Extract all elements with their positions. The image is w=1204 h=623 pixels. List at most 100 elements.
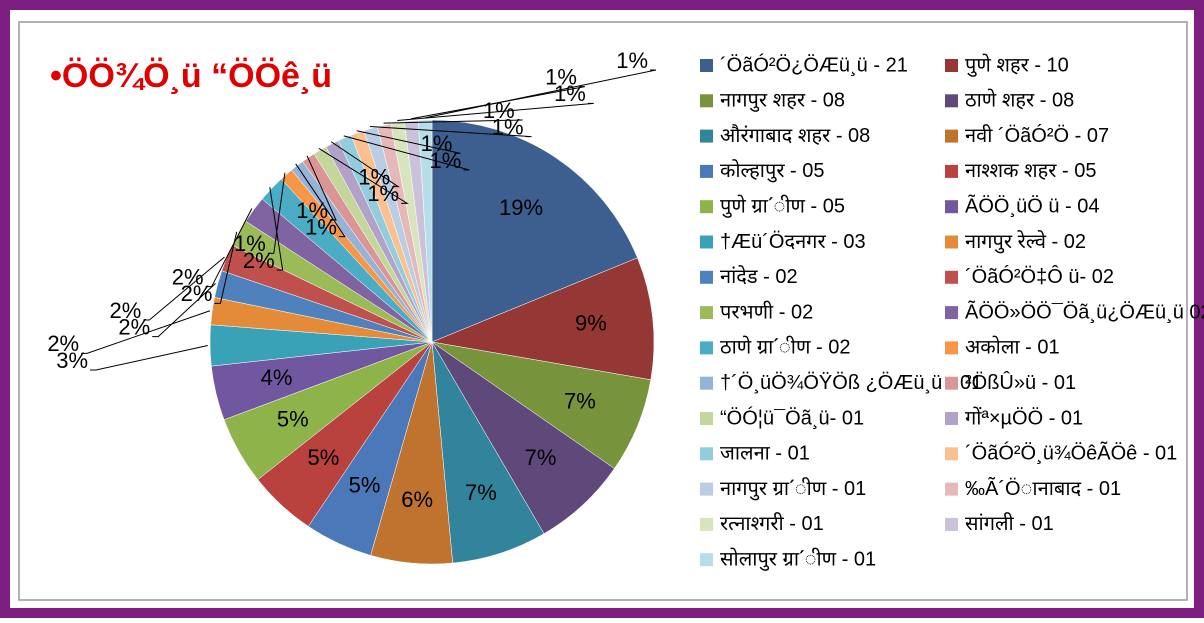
- leader-line: [205, 208, 253, 288]
- data-label: 1%: [421, 131, 453, 156]
- data-label: 7%: [465, 480, 497, 505]
- leader-line: [318, 147, 409, 204]
- leader-line: [306, 155, 337, 221]
- data-label: 1%: [296, 198, 328, 223]
- leader-line: [343, 135, 470, 171]
- data-label: 1%: [358, 164, 390, 189]
- legend-label: “ÖÓ¦ü¯Öã¸ü- 01: [720, 406, 864, 429]
- data-label: 7%: [525, 445, 557, 470]
- data-label: 2%: [181, 281, 213, 306]
- data-label: 2%: [47, 331, 79, 356]
- legend-swatch: [945, 447, 958, 461]
- legend-label: ´ÖãÓ²Ö¿ÖÆü¸ü - 21: [720, 53, 908, 76]
- data-label: 1%: [492, 114, 524, 139]
- legend-label: सोलापुर ग्रा´ीण - 01: [720, 547, 876, 571]
- data-label: 1%: [305, 214, 337, 239]
- legend-swatch: [945, 306, 958, 320]
- legend-label: ठाणे शहर - 08: [965, 89, 1074, 112]
- leader-line: [295, 163, 346, 238]
- legend-swatch: [945, 270, 958, 284]
- leader-line: [356, 130, 461, 154]
- legend-label: नागपुर ग्रा´ीण - 01: [720, 477, 866, 501]
- leader-line: [383, 119, 523, 124]
- legend-swatch: [700, 412, 713, 425]
- legend-swatch: [945, 129, 958, 143]
- leader-line: [424, 69, 657, 119]
- leader-line: [370, 126, 532, 138]
- data-label: 1%: [234, 231, 266, 256]
- data-label: 5%: [277, 406, 309, 431]
- legend-label: पुणे शहर - 10: [965, 53, 1069, 77]
- data-label: 6%: [401, 487, 433, 512]
- legend-swatch: [700, 200, 713, 214]
- legend-swatch: [945, 482, 958, 496]
- pie-slice: [417, 119, 433, 343]
- chart-title: •ÖÖ¾Ö¸ü “ÖÖê¸ü: [50, 57, 332, 95]
- legend-label: ÃÖÖ¸üÖ ü - 04: [965, 193, 1100, 217]
- legend-label: ´ÖãÓ²Ö‡Ô ü- 02: [965, 265, 1114, 288]
- legend-label: ²ÖßÛ»ü - 01: [965, 371, 1076, 394]
- data-label: 4%: [261, 365, 293, 390]
- legend-label: नवी ´ÖãÓ²Ö - 07: [965, 124, 1109, 147]
- legend-label: †´Ö¸üÖ¾ÖŸÖß ¿ÖÆü¸ü - 01: [720, 372, 982, 394]
- leader-line: [397, 102, 594, 121]
- data-label: 19%: [499, 195, 543, 220]
- legend-label: औरंगाबाद शहर - 08: [720, 124, 870, 147]
- legend-swatch: [700, 129, 713, 143]
- legend-swatch: [700, 341, 713, 355]
- data-label: 1%: [616, 48, 648, 73]
- legend-swatch: [945, 376, 958, 390]
- legend-swatch: [945, 59, 958, 72]
- data-label: 2%: [172, 264, 204, 289]
- data-label: 1%: [367, 181, 399, 206]
- leader-line: [152, 283, 216, 338]
- legend-swatch: [700, 59, 713, 72]
- data-label: 2%: [243, 248, 275, 273]
- data-label: 5%: [349, 473, 381, 498]
- legend-swatch: [700, 447, 713, 461]
- legend-label: ÃÖÖ»ÖÖ¯Öã¸ü¿ÖÆü¸ü 02: [965, 299, 1204, 323]
- data-label: 2%: [110, 298, 142, 323]
- leader-line: [90, 344, 208, 371]
- legend-swatch: [945, 164, 958, 178]
- legend-label: पुणे ग्रा´ीण - 05: [720, 194, 845, 218]
- legend-label: ´ÖãÓ²Ö¸ü¾ÖêÃÖê - 01: [965, 441, 1177, 465]
- legend-label: नाश्शक शहर - 05: [965, 160, 1096, 182]
- leader-line: [267, 172, 286, 254]
- legend-label: अकोला - 01: [965, 336, 1060, 359]
- legend-label: परभणी - 02: [720, 300, 813, 323]
- legend-swatch: [700, 164, 713, 178]
- data-label: 3%: [56, 348, 88, 373]
- legend-label: जालना - 01: [720, 443, 810, 465]
- legend-label: रत्नाश्गरी - 01: [720, 512, 824, 535]
- leader-line: [214, 231, 238, 304]
- legend-label: सांगली - 01: [965, 512, 1054, 535]
- legend-label: कोल्हापुर - 05: [720, 159, 825, 183]
- leader-line: [330, 141, 400, 188]
- leader-line: [411, 86, 585, 120]
- legend-label: ‰Ã´Öानाबाद - 01: [965, 476, 1121, 500]
- legend-swatch: [945, 517, 958, 531]
- data-label: 2%: [118, 314, 150, 339]
- leader-line: [269, 187, 284, 271]
- leader-line: [143, 256, 225, 321]
- legend-label: गोंª×µÖÖ - 01: [965, 406, 1083, 429]
- data-label: 5%: [308, 445, 340, 470]
- legend-swatch: [700, 553, 713, 567]
- legend-label: नागपुर रेल्वे - 02: [965, 230, 1086, 254]
- legend-swatch: [945, 94, 958, 108]
- legend-swatch: [700, 270, 713, 284]
- legend-swatch: [700, 482, 713, 496]
- legend-label: ठाणे ग्रा´ीण - 02: [720, 336, 850, 359]
- legend-swatch: [945, 412, 958, 425]
- legend-swatch: [700, 94, 713, 108]
- legend-swatch: [945, 200, 958, 214]
- legend-swatch: [700, 235, 713, 249]
- data-label: 7%: [564, 388, 596, 413]
- legend-label: नागपुर शहर - 08: [720, 90, 845, 113]
- data-label: 1%: [545, 64, 577, 89]
- legend-label: †Æü´Öदनगर - 03: [720, 231, 866, 253]
- legend-swatch: [945, 235, 958, 249]
- legend-swatch: [700, 306, 713, 320]
